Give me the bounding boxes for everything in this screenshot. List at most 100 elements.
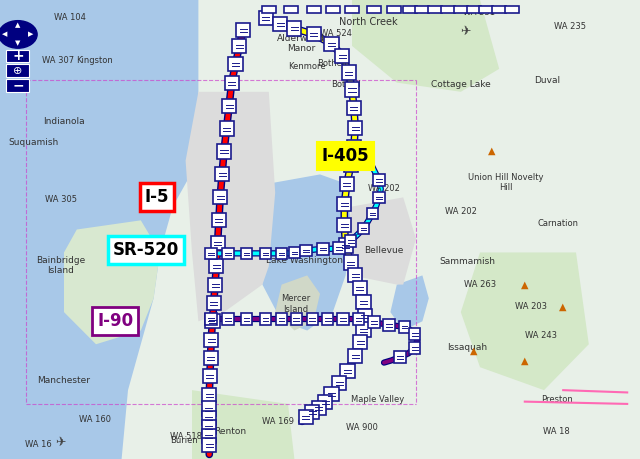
- Text: WA 18: WA 18: [543, 427, 570, 436]
- Bar: [368, 316, 380, 328]
- Bar: [205, 247, 217, 259]
- Bar: [202, 388, 216, 402]
- Bar: [403, 6, 417, 13]
- Text: Sammamish: Sammamish: [439, 257, 495, 266]
- Text: Indianola: Indianola: [43, 117, 85, 126]
- Bar: [212, 213, 226, 227]
- Text: −: −: [12, 78, 24, 92]
- Polygon shape: [346, 197, 416, 285]
- Polygon shape: [461, 252, 589, 390]
- Bar: [6, 50, 29, 62]
- Text: WA 531: WA 531: [463, 8, 495, 17]
- Bar: [383, 319, 395, 331]
- Bar: [467, 6, 481, 13]
- Bar: [335, 49, 349, 63]
- Bar: [222, 313, 234, 325]
- Text: North Creek: North Creek: [339, 17, 397, 27]
- Text: WA 169: WA 169: [262, 417, 294, 426]
- Text: Renton: Renton: [214, 427, 246, 436]
- Bar: [307, 6, 321, 13]
- Text: Issaquah: Issaquah: [447, 343, 487, 353]
- Bar: [284, 6, 298, 13]
- Text: ✈: ✈: [56, 437, 66, 449]
- Bar: [337, 218, 351, 232]
- Text: Alderwood
Manor: Alderwood Manor: [276, 34, 324, 53]
- Text: Kingston: Kingston: [76, 56, 113, 65]
- Polygon shape: [186, 92, 275, 321]
- Text: Carnation: Carnation: [538, 219, 579, 229]
- Bar: [340, 177, 354, 190]
- Bar: [348, 349, 362, 363]
- Bar: [358, 223, 369, 235]
- Text: ◀: ◀: [3, 31, 8, 38]
- Text: WA 202: WA 202: [368, 184, 400, 193]
- Bar: [222, 99, 236, 112]
- Text: +: +: [12, 49, 24, 63]
- Bar: [342, 66, 356, 79]
- Polygon shape: [352, 0, 499, 92]
- Bar: [202, 429, 216, 443]
- Text: WA 307: WA 307: [42, 56, 74, 65]
- Bar: [399, 321, 410, 333]
- Bar: [318, 395, 332, 409]
- Text: WA 518: WA 518: [170, 431, 202, 441]
- Bar: [307, 313, 318, 325]
- Bar: [217, 145, 231, 158]
- Bar: [241, 313, 252, 325]
- Bar: [202, 402, 216, 415]
- Bar: [307, 28, 321, 41]
- Polygon shape: [64, 220, 160, 344]
- Text: WA 104: WA 104: [54, 13, 86, 22]
- Text: Suquamish: Suquamish: [8, 138, 58, 147]
- Bar: [241, 247, 252, 259]
- Bar: [324, 37, 339, 50]
- Polygon shape: [0, 0, 198, 459]
- Text: Burien: Burien: [170, 436, 198, 445]
- Text: ▼: ▼: [15, 40, 20, 47]
- Text: Bothell: Bothell: [331, 80, 360, 90]
- Text: Maple Valley: Maple Valley: [351, 395, 404, 404]
- Bar: [348, 269, 362, 282]
- Bar: [367, 207, 378, 219]
- Bar: [260, 247, 271, 259]
- Text: I-405: I-405: [322, 147, 369, 165]
- Bar: [202, 438, 216, 452]
- Bar: [356, 323, 371, 336]
- Bar: [454, 6, 468, 13]
- Polygon shape: [275, 275, 320, 330]
- Text: ⊕: ⊕: [13, 66, 22, 76]
- Text: WA 900: WA 900: [346, 423, 378, 432]
- Text: WA 305: WA 305: [45, 195, 77, 204]
- Bar: [492, 6, 506, 13]
- Bar: [344, 158, 358, 172]
- Bar: [353, 281, 367, 295]
- Bar: [6, 64, 29, 77]
- Text: ▲: ▲: [521, 355, 529, 365]
- Text: Duval: Duval: [534, 76, 560, 85]
- Bar: [356, 295, 371, 309]
- Bar: [345, 6, 359, 13]
- Text: WA 263: WA 263: [464, 280, 496, 289]
- Bar: [337, 197, 351, 211]
- Text: WA 160: WA 160: [79, 415, 111, 425]
- Bar: [299, 410, 313, 424]
- Text: Bainbridge
Island: Bainbridge Island: [36, 256, 85, 275]
- Bar: [317, 243, 329, 255]
- Bar: [208, 278, 222, 291]
- Bar: [276, 313, 287, 325]
- Text: ▲: ▲: [15, 22, 20, 28]
- Bar: [409, 342, 420, 354]
- Text: ▲: ▲: [470, 346, 477, 356]
- Bar: [441, 6, 455, 13]
- Bar: [205, 314, 220, 328]
- Bar: [415, 6, 429, 13]
- Text: Union Hill Novelty
Hill: Union Hill Novelty Hill: [468, 173, 543, 192]
- Text: WA 203: WA 203: [515, 302, 547, 311]
- Bar: [209, 259, 223, 273]
- Bar: [387, 6, 401, 13]
- Text: Manchester: Manchester: [38, 375, 90, 385]
- Bar: [211, 236, 225, 250]
- Bar: [289, 246, 300, 258]
- Bar: [348, 121, 362, 134]
- Text: WA 16: WA 16: [25, 440, 52, 449]
